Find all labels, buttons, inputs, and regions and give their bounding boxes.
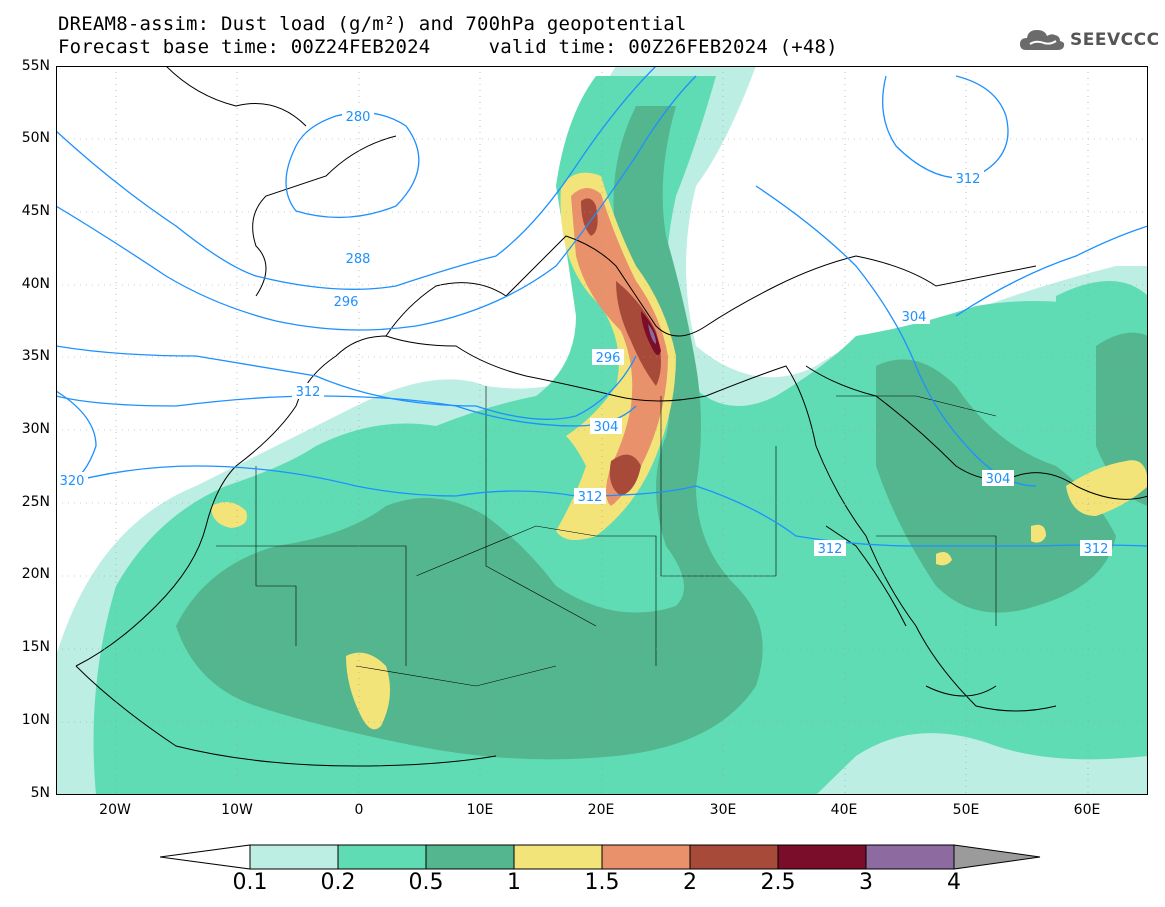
colorbar-label: 1 bbox=[507, 870, 521, 895]
colorbar-segment-over bbox=[953, 844, 1041, 870]
contour-label: 312 bbox=[296, 385, 321, 400]
cloud-logo-icon bbox=[1020, 30, 1065, 50]
contour-labels: 280 288 296 296 304 304 312 312 312 312 … bbox=[56, 108, 1112, 557]
logo-text: SEEVCCC bbox=[1070, 30, 1160, 50]
colorbar-segment-2 bbox=[689, 844, 779, 870]
lon-label-20w: 20W bbox=[99, 802, 131, 818]
lat-label-10n: 10N bbox=[21, 712, 50, 728]
lat-label-55n: 55N bbox=[21, 58, 50, 74]
contour-label: 304 bbox=[594, 420, 619, 435]
colorbar-label: 3 bbox=[859, 870, 873, 895]
colorbar-label: 0.1 bbox=[232, 870, 268, 895]
geopotential-contours bbox=[55, 65, 1149, 547]
dust-level-1-5 bbox=[571, 187, 668, 506]
colorbar-label: 0.2 bbox=[320, 870, 356, 895]
lat-label-20n: 20N bbox=[21, 566, 50, 582]
dust-load-map: 280 288 296 296 304 304 312 312 312 312 … bbox=[55, 65, 1149, 795]
contour-label: 288 bbox=[346, 252, 371, 267]
map-title-line-2: Forecast base time: 00Z24FEB2024 valid t… bbox=[58, 36, 838, 58]
colorbar-label: 0.5 bbox=[408, 870, 444, 895]
lon-label-50e: 50E bbox=[952, 802, 980, 818]
contour-label: 304 bbox=[986, 472, 1011, 487]
dust-level-2 bbox=[581, 198, 661, 496]
lon-label-60e: 60E bbox=[1073, 802, 1101, 818]
colorbar-segment-0-5 bbox=[425, 844, 515, 870]
lon-label-0: 0 bbox=[354, 802, 364, 818]
map-frame bbox=[56, 66, 1148, 795]
dust-level-3 bbox=[648, 324, 656, 344]
lat-label-30n: 30N bbox=[21, 421, 50, 437]
lon-label-10w: 10W bbox=[221, 802, 253, 818]
seevccc-logo: SEEVCCC bbox=[1018, 26, 1160, 54]
map-canvas: 280 288 296 296 304 304 312 312 312 312 … bbox=[55, 65, 1149, 795]
colorbar-label: 2.5 bbox=[760, 870, 796, 895]
lon-label-30e: 30E bbox=[709, 802, 737, 818]
lat-label-45n: 45N bbox=[21, 203, 50, 219]
contour-label: 320 bbox=[60, 474, 85, 489]
contour-label: 312 bbox=[818, 542, 843, 557]
contour-label: 312 bbox=[956, 172, 981, 187]
colorbar bbox=[160, 844, 1041, 870]
colorbar-label: 4 bbox=[947, 870, 961, 895]
lat-label-15n: 15N bbox=[21, 639, 50, 655]
colorbar-segment-2-5 bbox=[777, 844, 867, 870]
lon-label-20e: 20E bbox=[587, 802, 615, 818]
contour-label: 312 bbox=[578, 490, 603, 505]
contour-label: 296 bbox=[334, 295, 359, 310]
contour-label: 280 bbox=[346, 110, 371, 125]
colorbar-segment-1-5 bbox=[601, 844, 691, 870]
colorbar-label: 1.5 bbox=[584, 870, 620, 895]
lat-label-40n: 40N bbox=[21, 276, 50, 292]
lon-label-40e: 40E bbox=[830, 802, 858, 818]
country-borders bbox=[216, 386, 997, 687]
lat-label-50n: 50N bbox=[21, 130, 50, 146]
contour-label: 304 bbox=[902, 310, 927, 325]
colorbar-segment-0-1 bbox=[249, 844, 339, 870]
map-title-line-1: DREAM8-assim: Dust load (g/m²) and 700hP… bbox=[58, 13, 687, 35]
lon-label-10e: 10E bbox=[466, 802, 494, 818]
contour-label: 312 bbox=[1084, 542, 1109, 557]
lat-label-25n: 25N bbox=[21, 494, 50, 510]
lat-label-5n: 5N bbox=[30, 785, 50, 801]
coastlines bbox=[75, 65, 1149, 767]
colorbar-segment-3 bbox=[865, 844, 955, 870]
colorbar-label: 2 bbox=[683, 870, 697, 895]
colorbar-segment-under bbox=[160, 844, 251, 870]
colorbar-segment-1 bbox=[513, 844, 603, 870]
contour-label: 296 bbox=[596, 351, 621, 366]
lat-label-35n: 35N bbox=[21, 348, 50, 364]
colorbar-segment-0-2 bbox=[337, 844, 427, 870]
